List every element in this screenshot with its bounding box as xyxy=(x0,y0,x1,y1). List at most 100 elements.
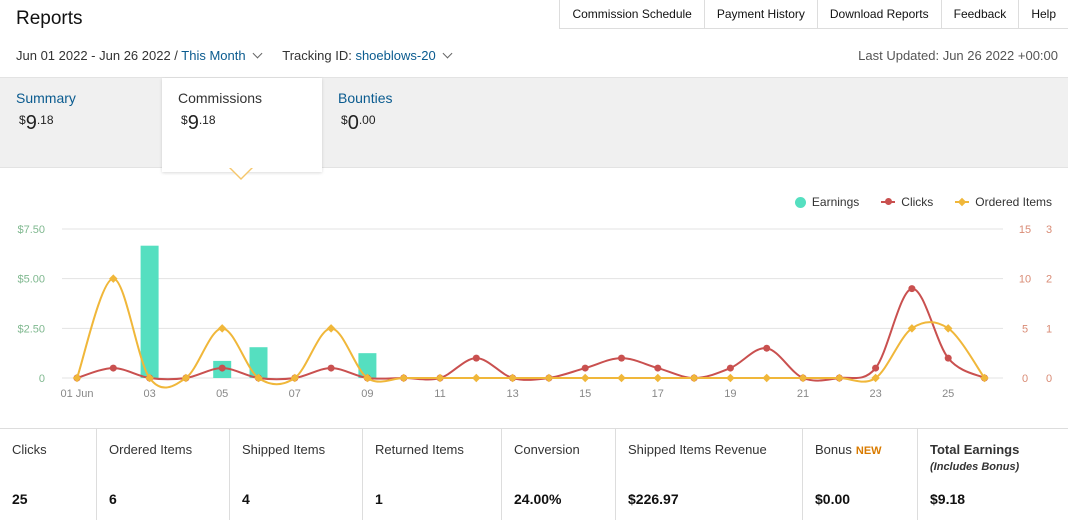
tracking-label: Tracking ID: xyxy=(282,48,352,63)
period-dropdown[interactable]: This Month xyxy=(181,48,246,63)
ordered-items-point xyxy=(472,373,481,383)
stat-total-earnings: Total Earnings (Includes Bonus) $9.18 xyxy=(930,442,1020,507)
tab-bounties-label: Bounties xyxy=(338,90,393,106)
clicks-point xyxy=(218,364,226,372)
y-tick-label-left: $5.00 xyxy=(17,274,45,286)
bounties-amount: $0.00 xyxy=(341,112,376,134)
stat-ordered-items: Ordered Items 6 xyxy=(97,429,230,520)
x-tick-label: 01 Jun xyxy=(60,388,93,400)
ordered-items-point xyxy=(363,373,372,383)
y-tick-label-ordered: 1 xyxy=(1046,323,1052,335)
earnings-bar xyxy=(140,245,159,378)
y-tick-label-left: $2.50 xyxy=(17,323,45,335)
legend-earnings[interactable]: Earnings xyxy=(794,195,859,209)
date-range: Jun 01 2022 - Jun 26 2022 / xyxy=(16,48,178,63)
clicks-point xyxy=(109,364,117,372)
payment-history-link[interactable]: Payment History xyxy=(703,0,817,29)
ordered-items-point xyxy=(217,324,227,333)
ordered-items-point xyxy=(762,373,771,383)
active-tab-caret xyxy=(229,167,253,180)
ordered-items-line xyxy=(76,277,986,389)
help-link[interactable]: Help xyxy=(1018,0,1068,29)
ordered-items-point xyxy=(617,373,626,383)
ordered-items-point xyxy=(835,373,844,383)
x-tick-label: 23 xyxy=(869,388,881,400)
y-tick-label-left: $7.50 xyxy=(17,224,45,236)
earnings-bar xyxy=(249,347,268,378)
clicks-point xyxy=(726,364,734,372)
x-tick-label: 03 xyxy=(143,388,155,400)
tracking-id-dropdown[interactable]: shoeblows-20 xyxy=(355,48,436,63)
filter-row: Jun 01 2022 - Jun 26 2022 / This Month T… xyxy=(16,48,1058,66)
ordered-items-point xyxy=(72,373,82,383)
stats-bar: Clicks 25 Ordered Items 6 Shipped Items 4 R… xyxy=(0,428,1068,520)
stat-shipped-items: Shipped Items 4 xyxy=(230,429,363,520)
ordered-items-point xyxy=(980,373,989,383)
clicks-point xyxy=(472,354,480,362)
y-tick-label-clicks: 5 xyxy=(1022,323,1028,335)
x-tick-label: 15 xyxy=(579,388,591,400)
y-tick-label-ordered: 0 xyxy=(1046,373,1052,385)
y-tick-label-ordered: 2 xyxy=(1046,274,1052,286)
ordered-items-point xyxy=(399,373,408,383)
x-tick-label: 11 xyxy=(434,388,445,400)
x-tick-label: 05 xyxy=(216,388,228,400)
ordered-items-swatch xyxy=(955,197,970,207)
x-tick-label: 13 xyxy=(506,388,518,400)
stat-bonus: Bonus NEW $0.00 xyxy=(803,429,918,520)
tab-summary-label: Summary xyxy=(16,90,76,106)
tab-commissions[interactable]: Commissions $9.18 xyxy=(162,78,322,172)
stat-clicks: Clicks 25 xyxy=(0,429,97,520)
stat-conversion: Conversion 24.00% xyxy=(502,429,616,520)
download-reports-link[interactable]: Download Reports xyxy=(816,0,941,29)
commissions-amount: $9.18 xyxy=(181,112,216,134)
chevron-down-icon[interactable] xyxy=(442,48,453,59)
tab-commissions-label: Commissions xyxy=(178,90,263,106)
top-nav: Commission Schedule Payment History Down… xyxy=(559,0,1068,29)
ordered-items-point xyxy=(254,373,263,383)
x-tick-label: 07 xyxy=(289,388,301,400)
report-tabs: Summary $9.18 Commissions $9.18 Bounties… xyxy=(0,77,1068,172)
chevron-down-icon[interactable] xyxy=(252,48,263,59)
ordered-items-point xyxy=(181,373,191,383)
tab-summary[interactable]: Summary $9.18 xyxy=(0,78,162,168)
clicks-point xyxy=(872,364,880,372)
y-tick-label-clicks: 10 xyxy=(1019,274,1031,286)
ordered-items-point xyxy=(435,373,445,383)
clicks-point xyxy=(618,354,625,362)
clicks-point xyxy=(763,344,771,352)
clicks-point xyxy=(944,354,952,362)
y-tick-label-clicks: 0 xyxy=(1022,373,1028,385)
y-tick-label-ordered: 3 xyxy=(1046,224,1052,236)
feedback-link[interactable]: Feedback xyxy=(940,0,1019,29)
ordered-items-point xyxy=(653,373,663,383)
stat-returned-items: Returned Items 1 xyxy=(363,429,502,520)
x-tick-label: 09 xyxy=(361,388,373,400)
earnings-swatch xyxy=(794,196,806,208)
ordered-items-point xyxy=(290,373,300,383)
ordered-items-point xyxy=(798,373,808,383)
x-tick-label: 25 xyxy=(942,388,954,400)
legend-clicks[interactable]: Clicks xyxy=(881,195,933,209)
stat-shipped-revenue: Shipped Items Revenue $226.97 xyxy=(616,429,803,520)
commission-schedule-link[interactable]: Commission Schedule xyxy=(559,0,704,29)
new-badge: NEW xyxy=(855,445,882,457)
clicks-point xyxy=(654,364,662,372)
tab-bounties[interactable]: Bounties $0.00 xyxy=(322,78,482,168)
ordered-items-point xyxy=(326,324,336,333)
ordered-items-point xyxy=(145,373,154,383)
x-tick-label: 19 xyxy=(724,388,736,400)
chart-legend: Earnings Clicks Ordered Items xyxy=(794,195,1052,209)
x-tick-label: 21 xyxy=(797,388,809,400)
legend-ordered-items[interactable]: Ordered Items xyxy=(955,195,1052,209)
summary-amount: $9.18 xyxy=(19,112,54,134)
ordered-items-point xyxy=(544,373,554,383)
page-title: Reports xyxy=(16,8,83,29)
clicks-point xyxy=(581,364,589,372)
ordered-items-point xyxy=(871,373,880,383)
ordered-items-point xyxy=(580,373,590,383)
ordered-items-point xyxy=(689,373,699,383)
clicks-swatch xyxy=(881,198,896,205)
x-tick-label: 17 xyxy=(652,388,664,400)
